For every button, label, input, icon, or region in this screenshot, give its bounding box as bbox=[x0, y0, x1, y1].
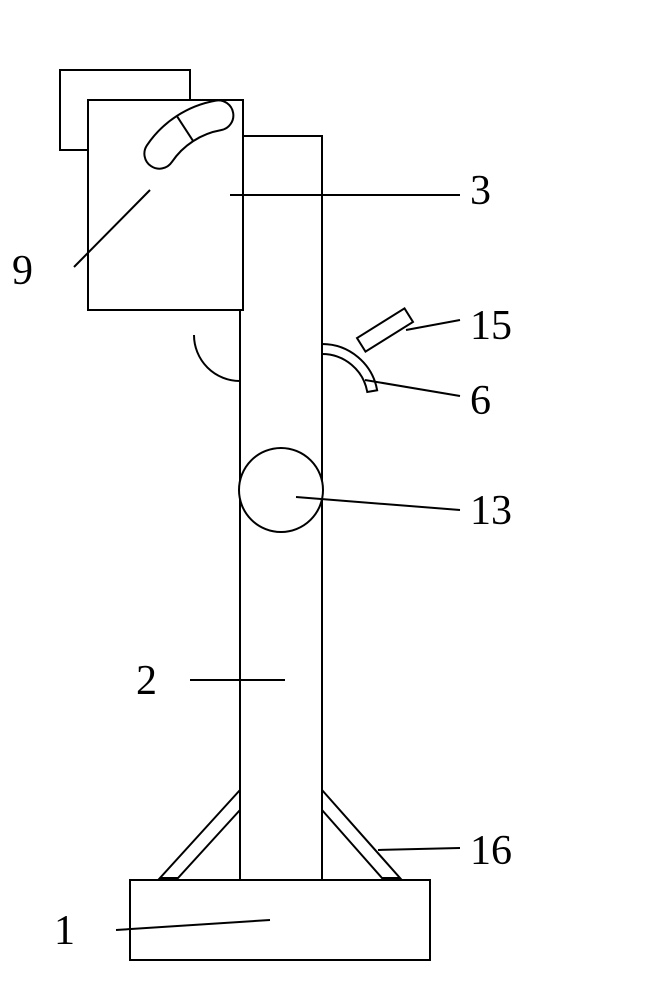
diagram-svg bbox=[0, 0, 647, 1000]
callout-label: 13 bbox=[470, 490, 512, 532]
callout-label: 2 bbox=[136, 660, 157, 702]
callout-label: 9 bbox=[12, 250, 33, 292]
callout-label: 6 bbox=[470, 380, 491, 422]
callout-label: 16 bbox=[470, 830, 512, 872]
diagram-stage: 3 9 15 6 13 2 16 1 bbox=[0, 0, 647, 1000]
callout-label: 15 bbox=[470, 305, 512, 347]
callout-label: 3 bbox=[470, 170, 491, 212]
callout-label: 1 bbox=[54, 910, 75, 952]
